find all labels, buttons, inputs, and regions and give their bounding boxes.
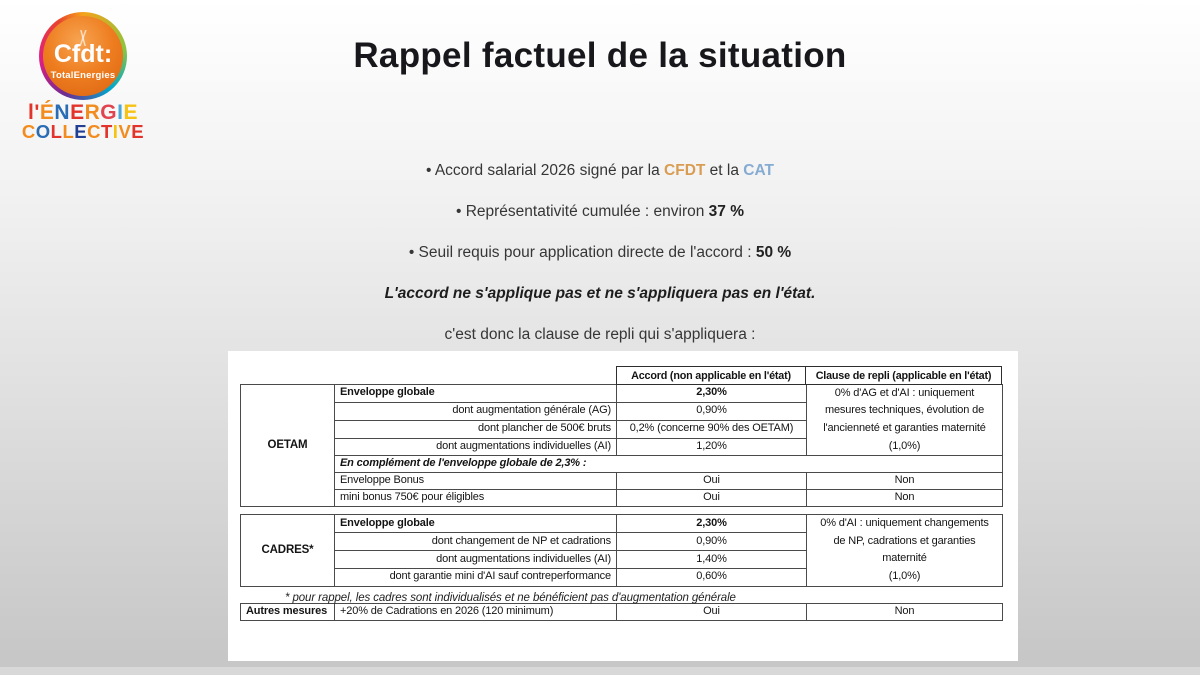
wordmark-letter: C	[21, 121, 36, 143]
cadres-garantie-value: 0,60%	[616, 567, 807, 587]
text-segment: CAT	[743, 162, 775, 179]
oetam-enveloppe-globale-value: 2,30%	[616, 384, 807, 403]
wordmark-letter: O	[35, 121, 51, 143]
oetam-bonus-accord: Oui	[616, 472, 807, 491]
wordmark-letter: T	[100, 121, 113, 143]
wordmark-letter: N	[54, 101, 71, 124]
wordmark-letter: G	[100, 101, 118, 124]
table-header-row: Accord (non applicable en l'état) Clause…	[616, 366, 1002, 385]
wordmark-letter: V	[118, 121, 132, 143]
wordmark-letter: L	[62, 121, 75, 143]
wordmark-letter: C	[87, 121, 101, 143]
clause-line: de NP, cadrations et garanties	[833, 534, 976, 547]
oetam-plancher-value: 0,2% (concerne 90% des OETAM)	[616, 419, 807, 439]
cadres-table: CADRES* Enveloppe globale 2,30% 0% d'AI …	[240, 514, 1003, 587]
wordmark-letter: É	[39, 101, 55, 124]
table-row: OETAM Enveloppe globale 2,30% 0% d'AG et…	[240, 383, 1003, 508]
oetam-minibonus-label: mini bonus 750€ pour éligibles	[334, 489, 617, 508]
cfdt-logo-inner: Cfdt: TotalEnergies	[43, 16, 123, 96]
text-segment: 37 %	[708, 203, 745, 220]
text-segment: et la	[705, 162, 744, 179]
table-row: mini bonus 750€ pour éligibles Oui Non	[241, 489, 1003, 508]
text-segment: • Seuil requis pour application directe …	[408, 244, 756, 261]
autres-label: +20% de Cadrations en 2026 (120 minimum)	[334, 602, 617, 621]
cadres-garantie-label: dont garantie mini d'AI sauf contreperfo…	[334, 567, 617, 587]
oetam-complement-note: En complément de l'enveloppe globale de …	[334, 455, 1003, 474]
statement-accord-non-applique: L'accord ne s'applique pas et ne s'appli…	[384, 285, 816, 302]
table-row: Enveloppe Bonus Oui Non	[241, 472, 1003, 491]
clause-line: maternité	[882, 552, 927, 565]
text-segment: CFDT	[664, 162, 706, 179]
oetam-ag-label: dont augmentation générale (AG)	[334, 401, 617, 421]
oetam-table: OETAM Enveloppe globale 2,30% 0% d'AG et…	[240, 383, 1003, 508]
wordmark-letter: E	[70, 101, 85, 124]
clause-line: (1,0%)	[888, 570, 921, 583]
cadres-clause-repli-cell: 0% d'AI : uniquement changements de NP, c…	[806, 514, 1003, 587]
wordmark-collective: COLLECTIVE	[18, 121, 148, 143]
clause-line: 0% d'AI : uniquement changements	[820, 517, 989, 530]
oetam-ai-label: dont augmentations individuelles (AI)	[334, 437, 617, 457]
cadres-np-value: 0,90%	[616, 532, 807, 552]
table-row: dont plancher de 500€ bruts 0,2% (concer…	[241, 419, 1003, 439]
text-segment: • Représentativité cumulée : environ	[455, 203, 709, 220]
table-row: En complément de l'enveloppe globale de …	[241, 455, 1003, 474]
table-row: dont augmentation générale (AG) 0,90%	[241, 401, 1003, 421]
oetam-ag-value: 0,90%	[616, 401, 807, 421]
wordmark-letter: E	[123, 101, 138, 124]
cadres-ai-value: 1,40%	[616, 550, 807, 569]
table-row: Autres mesures +20% de Cadrations en 202…	[240, 602, 1003, 621]
wordmark-letter: E	[74, 121, 88, 143]
statement-clause-repli: c'est donc la clause de repli qui s'appl…	[444, 326, 756, 343]
cadres-enveloppe-globale-label: Enveloppe globale	[334, 514, 617, 534]
oetam-clause-repli-cell: 0% d'AG et d'AI : uniquement mesures tech…	[806, 383, 1003, 457]
bottom-strip	[0, 667, 1200, 675]
cadres-footnote: * pour rappel, les cadres sont individua…	[285, 591, 736, 604]
oetam-group-label: OETAM	[240, 383, 335, 508]
autres-mesures-table: Autres mesures +20% de Cadrations en 202…	[240, 602, 1003, 621]
clause-line: l'ancienneté et garanties maternité	[823, 422, 986, 435]
oetam-minibonus-clause: Non	[806, 489, 1003, 508]
wordmark-letter: l'	[28, 101, 40, 124]
cadres-enveloppe-globale-value: 2,30%	[616, 514, 807, 534]
table-wrapper: Accord (non applicable en l'état) Clause…	[240, 366, 1003, 621]
intro-block: • Accord salarial 2026 signé par la CFDT…	[0, 162, 1200, 367]
wordmark-energie: l'ÉNERGIE	[18, 102, 148, 123]
cadres-ai-label: dont augmentations individuelles (AI)	[334, 550, 617, 569]
table-panel: Accord (non applicable en l'état) Clause…	[228, 351, 1018, 661]
bullet-accord-signe: • Accord salarial 2026 signé par la CFDT…	[0, 162, 1200, 180]
autres-group-label: Autres mesures	[240, 602, 335, 621]
cadres-np-label: dont changement de NP et cadrations	[334, 532, 617, 552]
clause-line: (1,0%)	[888, 439, 921, 452]
wordmark-letter: I	[117, 101, 124, 124]
wordmark-letter: I	[112, 121, 119, 143]
bullet-representativite: • Représentativité cumulée : environ 37 …	[0, 203, 1200, 221]
oetam-bonus-label: Enveloppe Bonus	[334, 472, 617, 491]
wordmark-letter: R	[84, 101, 101, 124]
oetam-ai-value: 1,20%	[616, 437, 807, 457]
wordmark-letter: L	[50, 121, 63, 143]
oetam-minibonus-accord: Oui	[616, 489, 807, 508]
page-title: Rappel factuel de la situation	[353, 36, 847, 75]
sparkle-icon	[65, 30, 101, 46]
wordmark-letter: E	[131, 121, 145, 143]
oetam-plancher-label: dont plancher de 500€ bruts	[334, 419, 617, 439]
header-accord: Accord (non applicable en l'état)	[616, 366, 806, 385]
autres-accord: Oui	[616, 602, 807, 621]
oetam-bonus-clause: Non	[806, 472, 1003, 491]
header-clause-repli: Clause de repli (applicable en l'état)	[805, 366, 1002, 385]
cfdt-logo: Cfdt: TotalEnergies l'ÉNERGIE COLLECTIVE	[18, 8, 148, 142]
cadres-group-label: CADRES*	[240, 514, 335, 587]
table-row: dont garantie mini d'AI sauf contreperfo…	[241, 567, 1003, 587]
text-segment: 50 %	[755, 244, 792, 261]
text-segment: • Accord salarial 2026 signé par la	[425, 162, 665, 179]
table-row: CADRES* Enveloppe globale 2,30% 0% d'AI …	[240, 514, 1003, 587]
totalenergies-logo-text: TotalEnergies	[50, 69, 116, 81]
bullet-seuil-requis: • Seuil requis pour application directe …	[0, 244, 1200, 262]
clause-line: mesures techniques, évolution de	[824, 404, 985, 417]
clause-line: 0% d'AG et d'AI : uniquement	[834, 386, 975, 399]
oetam-enveloppe-globale-label: Enveloppe globale	[334, 384, 617, 403]
cfdt-logo-badge: Cfdt: TotalEnergies	[39, 12, 127, 100]
autres-clause: Non	[806, 602, 1003, 621]
